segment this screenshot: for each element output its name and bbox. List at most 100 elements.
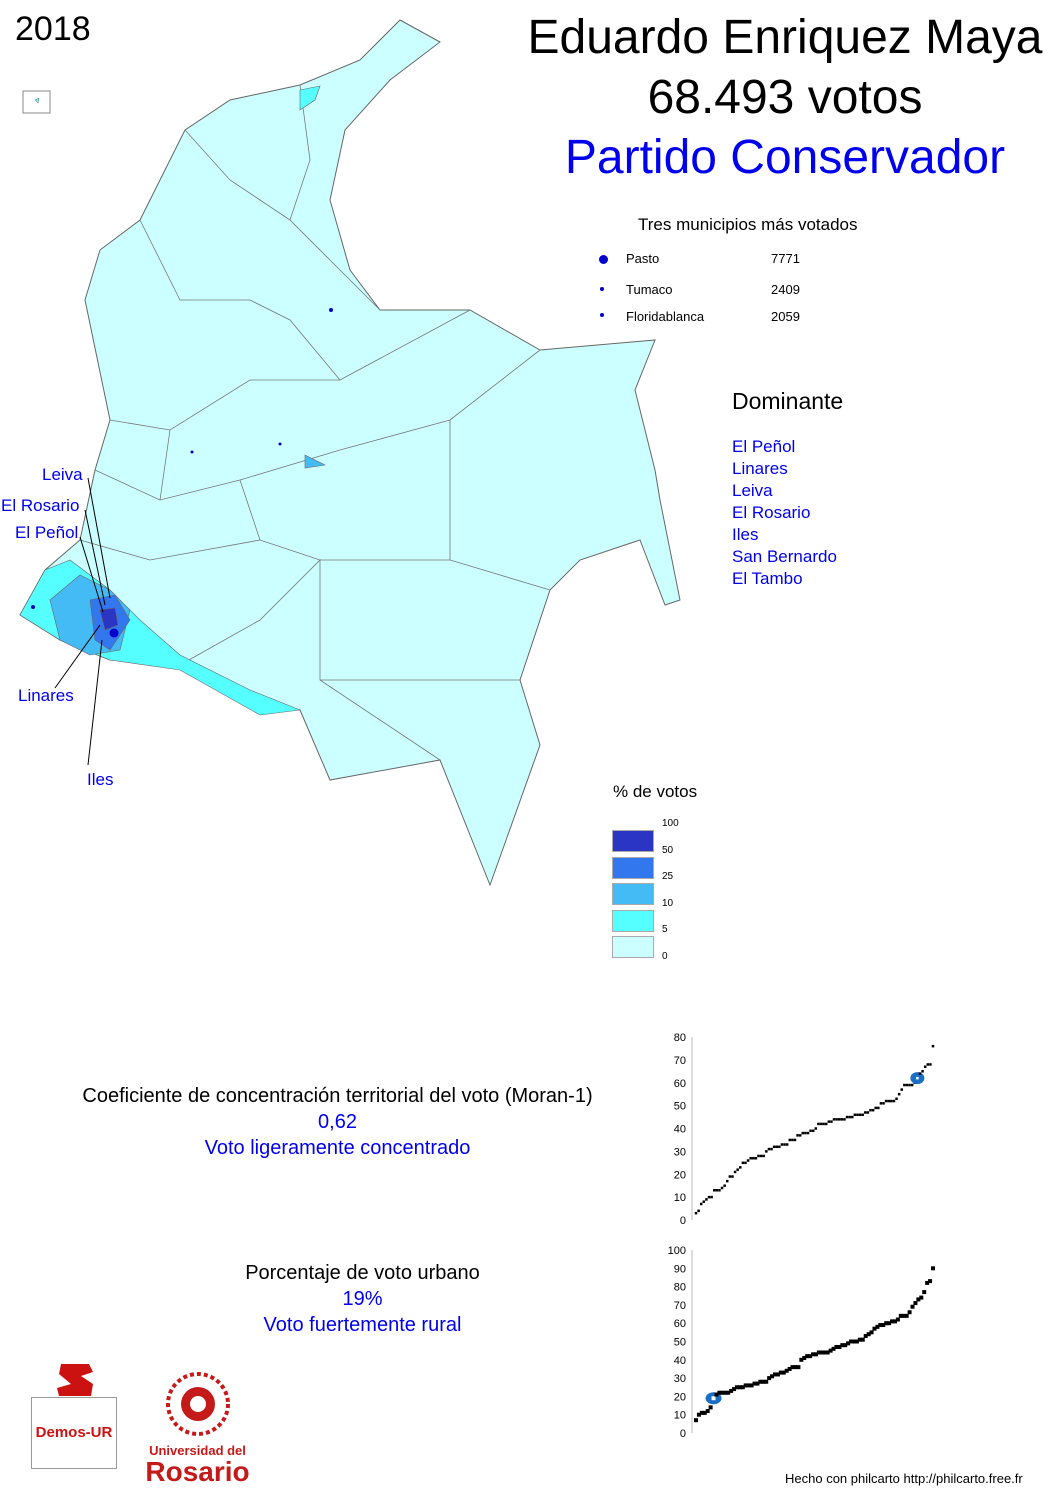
- data-point: [866, 1332, 871, 1337]
- urban-chart: 0 10 20 30 40 50 60 70 80 90 100: [668, 1245, 935, 1440]
- data-point: [874, 1106, 877, 1110]
- y-tick-label: 10: [674, 1192, 686, 1204]
- data-point: [884, 1099, 888, 1103]
- y-tick-label: 30: [674, 1146, 686, 1158]
- dominant-item: San Bernardo: [732, 547, 837, 566]
- y-tick-label: 0: [680, 1215, 686, 1227]
- data-point: [755, 1381, 760, 1386]
- data-point: [732, 1387, 737, 1392]
- data-point: [811, 1352, 816, 1357]
- data-point: [787, 1366, 792, 1371]
- data-point: [718, 1189, 721, 1192]
- data-point: [741, 1161, 745, 1165]
- data-point: [714, 1392, 719, 1397]
- moran-chart: 0 10 20 30 40 50 60 70 80: [674, 1032, 935, 1227]
- data-point: [778, 1145, 781, 1149]
- colombia-map: [19, 19, 681, 887]
- data-point: [694, 1211, 698, 1215]
- data-point: [784, 1368, 789, 1373]
- y-tick-label: 0: [680, 1428, 686, 1440]
- legend-title: % de votos: [613, 782, 698, 801]
- data-point: [832, 1118, 836, 1121]
- data-point: [845, 1115, 849, 1119]
- map-label-iles: Iles: [87, 770, 114, 789]
- legend-tick: 5: [662, 924, 668, 935]
- data-point: [892, 1099, 896, 1103]
- data-point: [856, 1113, 859, 1117]
- data-point: [877, 1106, 880, 1110]
- data-point: [840, 1343, 845, 1348]
- department-borders: [79, 84, 551, 761]
- data-point: [907, 1310, 912, 1315]
- data-point: [762, 1154, 765, 1158]
- y-tick-label: 50: [674, 1101, 686, 1113]
- data-point: [775, 1145, 778, 1149]
- data-point: [871, 1108, 875, 1112]
- legend-tick: 100: [662, 818, 679, 829]
- legend-tick: 0: [662, 950, 668, 962]
- top-municipality-row: Pasto 7771: [596, 251, 816, 269]
- moran-value: 0,62: [318, 1111, 357, 1133]
- data-point: [749, 1383, 754, 1388]
- data-point: [788, 1138, 792, 1142]
- data-point: [739, 1166, 742, 1169]
- data-point: [828, 1348, 833, 1353]
- data-point: [798, 1134, 802, 1137]
- data-point: [790, 1365, 795, 1370]
- data-point: [840, 1118, 844, 1121]
- data-point: [887, 1099, 890, 1103]
- moran-title: Coeficiente de concentración territorial…: [82, 1085, 593, 1107]
- y-tick-label: 40: [674, 1355, 686, 1367]
- data-point: [705, 1409, 710, 1414]
- data-point: [875, 1324, 880, 1329]
- data-point: [895, 1317, 900, 1322]
- candidate-votes: 68.493 votos: [647, 71, 923, 124]
- map-label-el-rosario: El Rosario: [1, 496, 80, 515]
- data-point: [793, 1365, 798, 1370]
- data-point: [752, 1156, 755, 1160]
- data-point: [863, 1334, 868, 1339]
- year: 2018: [15, 10, 91, 48]
- data-point: [890, 1099, 893, 1103]
- data-point: [744, 1161, 747, 1165]
- data-point: [743, 1383, 748, 1388]
- data-point: [775, 1372, 780, 1377]
- data-point: [908, 1083, 911, 1087]
- data-point: [707, 1195, 711, 1199]
- data-point: [702, 1200, 706, 1203]
- demos-ur-logo: Demos-UR: [31, 1362, 117, 1469]
- data-point: [723, 1184, 726, 1187]
- data-point: [802, 1355, 807, 1360]
- dominant-title: Dominante: [732, 388, 844, 414]
- data-point: [898, 1313, 903, 1318]
- data-point: [881, 1323, 886, 1328]
- data-point: [696, 1412, 701, 1417]
- data-point: [808, 1354, 813, 1359]
- data-point: [764, 1379, 769, 1384]
- data-point: [929, 1063, 932, 1066]
- data-point: [922, 1290, 927, 1295]
- data-point: [900, 1088, 903, 1091]
- data-point: [837, 1118, 841, 1121]
- data-point: [757, 1154, 760, 1158]
- data-point: [827, 1120, 831, 1123]
- inset-san-andres: [22, 90, 51, 114]
- legend-tick: 10: [662, 897, 674, 909]
- data-point: [785, 1143, 789, 1146]
- data-point: [805, 1354, 810, 1359]
- data-point: [752, 1381, 757, 1386]
- data-point: [801, 1131, 805, 1135]
- data-point: [897, 1092, 901, 1096]
- data-point: [884, 1321, 889, 1326]
- top-municipality-row: Tumaco 2409: [596, 282, 816, 300]
- data-point: [767, 1147, 771, 1151]
- dominant-item: Linares: [732, 459, 788, 478]
- data-point: [767, 1376, 772, 1381]
- candidate-block: Eduardo Enriquez Maya 68.493 votos: [500, 8, 1056, 128]
- data-point: [895, 1097, 898, 1101]
- data-point: [761, 1379, 766, 1384]
- legend-tick: 50: [662, 844, 674, 856]
- y-tick-label: 70: [674, 1055, 686, 1067]
- data-point: [708, 1405, 713, 1410]
